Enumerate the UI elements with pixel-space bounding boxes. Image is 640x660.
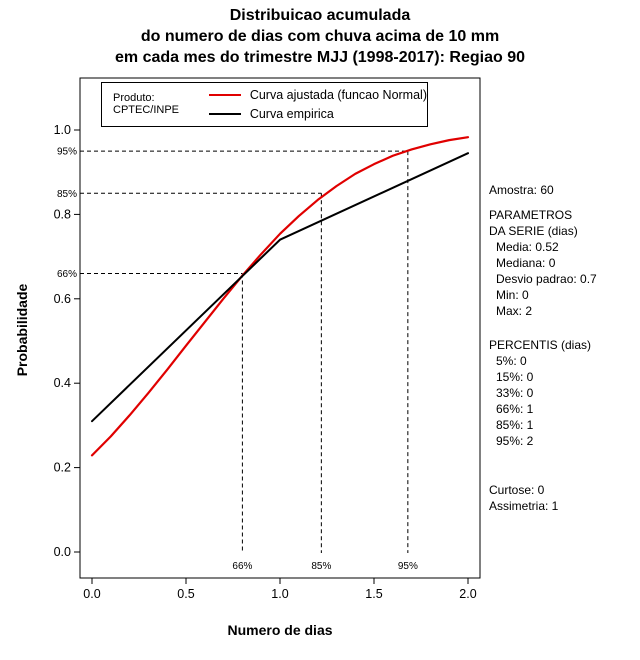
- page-title: Distribuicao acumulada do numero de dias…: [0, 5, 640, 68]
- legend-entries: Curva ajustada (funcao Normal) Curva emp…: [208, 83, 427, 126]
- percentil-33: 33%: 0: [496, 386, 534, 400]
- params-header-line2: DA SERIE (dias): [489, 224, 578, 238]
- y-tick-label: 0.4: [54, 376, 71, 390]
- spacer: [489, 198, 597, 207]
- y-tick-label: 1.0: [54, 123, 71, 137]
- x-tick-label: 2.0: [459, 587, 476, 601]
- x-axis-label: Numero de dias: [227, 622, 333, 638]
- param-min: Min: 0: [496, 288, 529, 302]
- plot-box: [79, 77, 481, 579]
- empirical-curve-swatch: [208, 112, 241, 115]
- fitted-curve: [90, 136, 470, 457]
- legend-entry-empirical: Curva empirica: [208, 105, 427, 123]
- guide-bottom-label: 66%: [232, 561, 252, 572]
- param-mediana: Mediana: 0: [496, 256, 556, 270]
- y-tick-label: 0.0: [54, 545, 71, 559]
- x-tick-label: 1.0: [271, 587, 288, 601]
- legend-label-fitted: Curva ajustada (funcao Normal): [249, 88, 427, 103]
- guide-bottom-label: 95%: [398, 561, 418, 572]
- spacer: [489, 449, 597, 482]
- legend-entry-fitted: Curva ajustada (funcao Normal): [208, 86, 427, 104]
- title-line-3: em cada mes do trimestre MJJ (1998-2017)…: [115, 49, 525, 66]
- guide-left-label: 85%: [57, 189, 77, 200]
- title-line-1: Distribuicao acumulada: [229, 7, 411, 24]
- y-axis-label: Probabilidade: [14, 283, 30, 377]
- stats-panel: Amostra: 60 PARAMETROS DA SERIE (dias) M…: [489, 182, 597, 514]
- percentil-85: 85%: 1: [496, 418, 534, 432]
- legend-label-empirical: Curva empirica: [249, 106, 334, 121]
- legend-box: Produto: CPTEC/INPE Curva ajustada (func…: [101, 82, 428, 127]
- guide-left-label: 66%: [57, 269, 77, 280]
- stat-assimetria: Assimetria: 1: [489, 499, 559, 513]
- param-media: Media: 0.52: [496, 240, 559, 254]
- params-header-line1: PARAMETROS: [489, 208, 573, 222]
- percentil-95: 95%: 2: [496, 434, 534, 448]
- percentil-5: 5%: 0: [496, 354, 527, 368]
- x-tick-label: 0.5: [177, 587, 194, 601]
- fitted-curve-swatch: [208, 94, 241, 97]
- title-line-2: do numero de dias com chuva acima de 10 …: [140, 28, 500, 45]
- y-tick-label: 0.2: [54, 461, 71, 475]
- percentis-header: PERCENTIS (dias): [489, 338, 592, 352]
- stat-curtose: Curtose: 0: [489, 483, 545, 497]
- guide-left-label: 95%: [57, 147, 77, 158]
- guide-bottom-label: 85%: [311, 561, 331, 572]
- product-label: Produto: CPTEC/INPE: [113, 92, 180, 116]
- percentil-66: 66%: 1: [496, 402, 534, 416]
- x-tick-label: 1.5: [365, 587, 382, 601]
- y-tick-label: 0.8: [54, 207, 71, 221]
- param-max: Max: 2: [496, 304, 533, 318]
- percentil-15: 15%: 0: [496, 370, 534, 384]
- spacer: [489, 319, 597, 337]
- empirical-curve: [91, 152, 469, 423]
- stat-amostra: Amostra: 60: [489, 183, 554, 197]
- param-desvio: Desvio padrao: 0.7: [496, 272, 597, 286]
- x-tick-label: 0.0: [83, 587, 100, 601]
- y-tick-label: 0.6: [54, 292, 71, 306]
